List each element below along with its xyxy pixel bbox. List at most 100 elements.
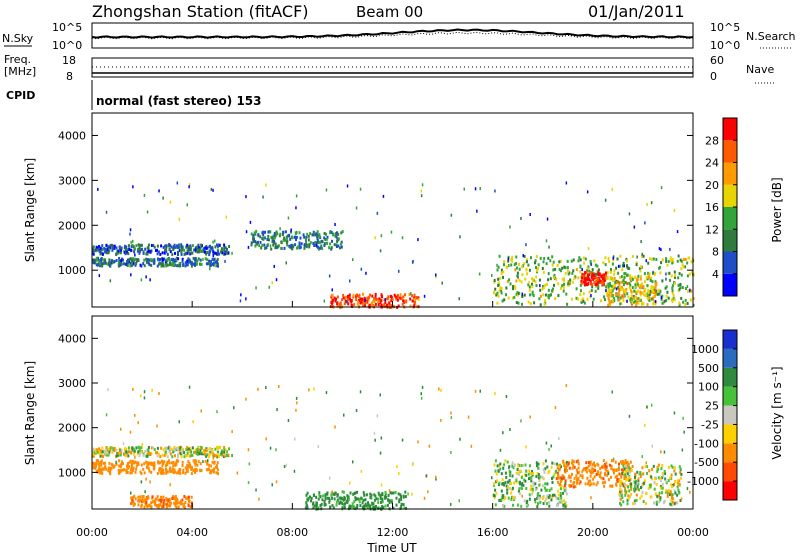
range-gate-cell	[692, 273, 695, 277]
range-gate-cell	[592, 278, 595, 281]
range-gate-cell	[211, 460, 214, 464]
range-gate-cell	[271, 281, 273, 285]
range-gate-cell	[160, 499, 163, 503]
range-gate-cell	[397, 304, 400, 308]
range-gate-cell	[655, 482, 658, 486]
range-gate-cell	[629, 467, 632, 471]
range-gate-cell	[400, 502, 403, 506]
range-gate-cell	[117, 453, 120, 457]
range-gate-cell	[599, 279, 602, 283]
colorbar-segment	[723, 229, 737, 252]
range-gate-cell	[186, 203, 188, 207]
range-gate-cell	[92, 250, 95, 254]
range-gate-cell	[563, 499, 565, 503]
range-gate-cell	[641, 490, 644, 494]
range-gate-cell	[128, 248, 131, 251]
range-gate-cell	[101, 446, 104, 450]
range-gate-cell	[218, 252, 220, 256]
range-gate-cell	[628, 478, 631, 482]
range-gate-cell	[117, 451, 120, 455]
range-gate-cell	[586, 273, 589, 277]
range-gate-cell	[257, 233, 260, 237]
range-gate-cell	[602, 279, 605, 283]
range-gate-cell	[172, 247, 175, 250]
range-gate-cell	[545, 441, 548, 445]
range-gate-cell	[566, 302, 569, 306]
range-gate-cell	[575, 460, 578, 464]
range-gate-cell	[502, 466, 505, 470]
range-gate-cell	[630, 492, 633, 496]
range-gate-cell	[601, 282, 604, 286]
range-gate-cell	[622, 279, 625, 283]
range-gate-cell	[636, 487, 639, 491]
range-gate-cell	[146, 504, 149, 508]
range-gate-cell	[596, 269, 599, 273]
range-gate-cell	[168, 450, 171, 454]
range-gate-cell	[134, 460, 137, 464]
range-gate-cell	[592, 297, 595, 301]
range-gate-cell	[503, 298, 506, 302]
range-gate-cell	[125, 262, 128, 266]
range-gate-cell	[682, 416, 684, 420]
range-gate-cell	[365, 300, 368, 304]
range-gate-cell	[554, 277, 557, 280]
range-gate-cell	[151, 388, 153, 392]
range-gate-cell	[654, 492, 657, 496]
range-gate-cell	[588, 290, 591, 294]
range-gate-cell	[165, 246, 168, 250]
y-tick-label: 3000	[58, 174, 86, 187]
range-gate-cell	[621, 268, 624, 272]
range-gate-cell	[263, 243, 266, 247]
range-gate-cell	[617, 292, 620, 296]
range-gate-cell	[220, 451, 223, 455]
range-gate-cell	[640, 282, 643, 286]
range-gate-cell	[384, 298, 387, 302]
range-gate-cell	[360, 469, 363, 473]
range-gate-cell	[146, 454, 149, 458]
range-gate-cell	[109, 468, 112, 472]
range-gate-cell	[231, 430, 233, 434]
range-gate-cell	[362, 292, 364, 296]
range-gate-cell	[279, 232, 282, 236]
range-gate-cell	[178, 262, 181, 266]
range-gate-cell	[167, 244, 170, 248]
range-gate-cell	[163, 499, 166, 502]
range-gate-cell	[291, 236, 294, 240]
range-gate-cell	[165, 469, 168, 473]
range-gate-cell	[653, 272, 656, 276]
range-gate-cell	[658, 494, 661, 498]
range-gate-cell	[361, 301, 364, 305]
range-gate-cell	[365, 493, 368, 497]
range-gate-cell	[125, 447, 128, 451]
range-gate-cell	[181, 460, 184, 464]
range-gate-cell	[611, 278, 614, 282]
range-gate-cell	[286, 243, 289, 247]
range-gate-cell	[129, 264, 132, 268]
range-gate-cell	[365, 504, 368, 508]
range-gate-cell	[557, 489, 560, 493]
range-gate-cell	[143, 471, 146, 475]
range-gate-cell	[221, 251, 224, 255]
range-gate-cell	[275, 230, 278, 234]
range-gate-cell	[290, 228, 292, 232]
range-gate-cell	[245, 297, 247, 301]
range-gate-cell	[390, 295, 393, 298]
range-gate-cell	[565, 292, 568, 296]
range-gate-cell	[384, 490, 387, 494]
range-gate-cell	[312, 502, 314, 506]
range-gate-cell	[686, 487, 689, 491]
range-gate-cell	[377, 506, 380, 510]
range-gate-cell	[606, 473, 609, 477]
range-gate-cell	[105, 467, 108, 471]
range-gate-cell	[604, 468, 607, 472]
range-gate-cell	[636, 255, 638, 259]
range-gate-cell	[626, 282, 629, 286]
range-gate-cell	[154, 501, 156, 505]
range-gate-cell	[209, 262, 212, 266]
range-gate-cell	[141, 443, 143, 447]
range-gate-cell	[653, 501, 655, 505]
range-gate-cell	[110, 462, 113, 466]
range-gate-cell	[365, 271, 367, 275]
range-gate-cell	[545, 488, 548, 492]
